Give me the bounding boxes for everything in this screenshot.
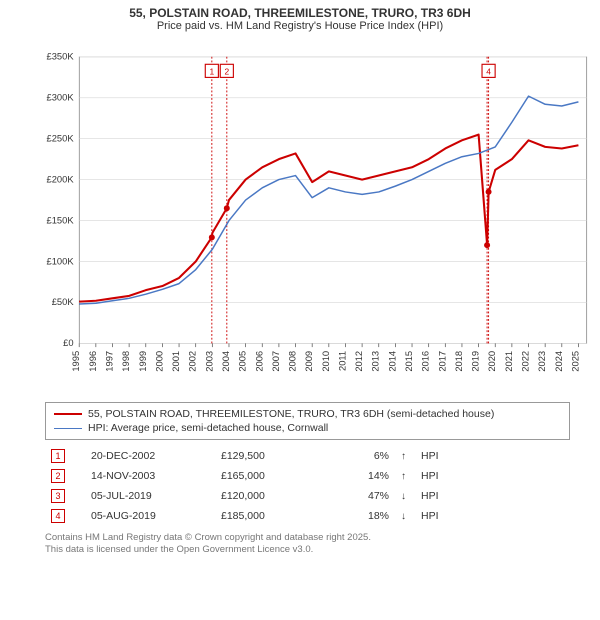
event-marker: 1: [51, 449, 65, 463]
events-table: 120-DEC-2002£129,5006%↑HPI214-NOV-2003£1…: [45, 446, 570, 526]
event-direction-icon: ↑: [395, 466, 415, 486]
svg-text:2023: 2023: [537, 351, 547, 372]
legend-item-property: 55, POLSTAIN ROAD, THREEMILESTONE, TRURO…: [54, 407, 561, 421]
svg-text:2011: 2011: [337, 351, 347, 371]
svg-text:2001: 2001: [171, 351, 181, 372]
svg-text:2020: 2020: [487, 351, 497, 372]
svg-text:£150K: £150K: [47, 215, 75, 225]
svg-text:£0: £0: [63, 338, 73, 348]
event-suffix: HPI: [415, 446, 570, 466]
svg-text:2022: 2022: [521, 351, 531, 372]
legend-label: 55, POLSTAIN ROAD, THREEMILESTONE, TRURO…: [88, 408, 494, 420]
svg-text:2002: 2002: [188, 351, 198, 372]
event-price: £185,000: [215, 506, 325, 526]
svg-text:1998: 1998: [121, 351, 131, 372]
svg-text:2007: 2007: [271, 351, 281, 372]
event-date: 20-DEC-2002: [85, 446, 215, 466]
svg-text:2010: 2010: [321, 351, 331, 372]
footer-line2: This data is licensed under the Open Gov…: [45, 544, 570, 556]
event-row: 4 05-AUG-2019£185,00018%↓HPI: [45, 506, 570, 526]
event-pct: 18%: [325, 506, 395, 526]
event-suffix: HPI: [415, 506, 570, 526]
svg-text:2014: 2014: [387, 351, 397, 372]
event-marker: 3: [51, 489, 65, 503]
svg-text:2025: 2025: [570, 351, 580, 372]
legend-item-hpi: HPI: Average price, semi-detached house,…: [54, 421, 561, 435]
svg-text:2009: 2009: [304, 351, 314, 372]
svg-text:2017: 2017: [437, 351, 447, 372]
svg-text:2024: 2024: [554, 351, 564, 372]
svg-text:£200K: £200K: [47, 174, 75, 184]
event-date: 05-AUG-2019: [85, 506, 215, 526]
event-direction-icon: ↓: [395, 506, 415, 526]
footer-line1: Contains HM Land Registry data © Crown c…: [45, 532, 570, 544]
svg-text:2003: 2003: [204, 351, 214, 372]
svg-text:1996: 1996: [88, 351, 98, 372]
event-row: 1 20-DEC-2002£129,5006%↑HPI: [45, 446, 570, 466]
svg-text:1: 1: [209, 67, 214, 77]
svg-text:£350K: £350K: [47, 52, 75, 62]
svg-text:2000: 2000: [154, 351, 164, 372]
svg-text:£100K: £100K: [47, 256, 75, 266]
svg-text:2: 2: [224, 67, 229, 77]
chart-title: 55, POLSTAIN ROAD, THREEMILESTONE, TRURO…: [0, 0, 600, 20]
svg-text:2015: 2015: [404, 351, 414, 372]
chart-area: £0 £50K £100K £150K £200K £250K £300K £350K 1995…: [38, 36, 598, 396]
event-date: 14-NOV-2003: [85, 466, 215, 486]
svg-text:2012: 2012: [354, 351, 364, 372]
event-marker: 2: [51, 469, 65, 483]
svg-text:£250K: £250K: [47, 133, 75, 143]
svg-text:2006: 2006: [254, 351, 264, 372]
svg-text:1999: 1999: [138, 351, 148, 372]
event-row: 3 05-JUL-2019£120,00047%↓HPI: [45, 486, 570, 506]
svg-text:2019: 2019: [471, 351, 481, 372]
legend-swatch: [54, 428, 82, 429]
event-pct: 14%: [325, 466, 395, 486]
svg-text:4: 4: [486, 67, 491, 77]
event-suffix: HPI: [415, 486, 570, 506]
svg-text:2018: 2018: [454, 351, 464, 372]
event-direction-icon: ↑: [395, 446, 415, 466]
event-date: 05-JUL-2019: [85, 486, 215, 506]
svg-text:1995: 1995: [71, 351, 81, 372]
legend: 55, POLSTAIN ROAD, THREEMILESTONE, TRURO…: [45, 402, 570, 440]
svg-text:1997: 1997: [104, 351, 114, 372]
svg-text:2016: 2016: [421, 351, 431, 372]
event-direction-icon: ↓: [395, 486, 415, 506]
svg-text:2013: 2013: [371, 351, 381, 372]
event-pct: 6%: [325, 446, 395, 466]
svg-text:2004: 2004: [221, 351, 231, 372]
svg-text:£50K: £50K: [52, 297, 75, 307]
event-row: 2 14-NOV-2003£165,00014%↑HPI: [45, 466, 570, 486]
legend-label: HPI: Average price, semi-detached house,…: [88, 422, 328, 434]
event-suffix: HPI: [415, 466, 570, 486]
legend-swatch: [54, 413, 82, 415]
event-price: £129,500: [215, 446, 325, 466]
chart-container: { "title": "55, POLSTAIN ROAD, THREEMILE…: [0, 0, 600, 620]
svg-text:2005: 2005: [238, 351, 248, 372]
event-pct: 47%: [325, 486, 395, 506]
chart-svg: £0 £50K £100K £150K £200K £250K £300K £350K 1995…: [38, 36, 598, 396]
svg-text:2021: 2021: [504, 351, 514, 372]
event-price: £120,000: [215, 486, 325, 506]
svg-text:2008: 2008: [288, 351, 298, 372]
event-marker: 4: [51, 509, 65, 523]
chart-subtitle: Price paid vs. HM Land Registry's House …: [0, 20, 600, 36]
footer: Contains HM Land Registry data © Crown c…: [45, 532, 570, 557]
event-price: £165,000: [215, 466, 325, 486]
svg-text:£300K: £300K: [47, 93, 75, 103]
